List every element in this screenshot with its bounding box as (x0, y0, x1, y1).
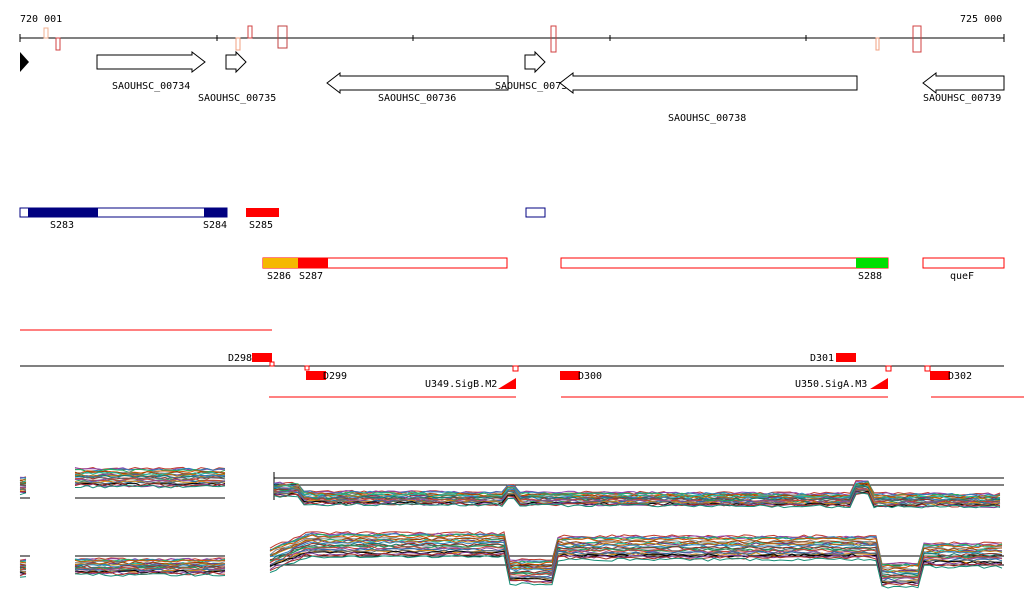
transcript-label: D302 (948, 371, 972, 382)
segment-label: S287 (299, 271, 323, 282)
expression-profile-line (19, 484, 27, 487)
expression-profile-line (19, 488, 27, 491)
gene-SAOUHSC_00739[interactable]: SAOUHSC_00739 (922, 71, 1005, 104)
transcript-label: U349.SigB.M2 (425, 379, 497, 390)
promoter-icon[interactable] (870, 378, 888, 389)
gene-SAOUHSC_00738[interactable]: SAOUHSC_00738 (559, 71, 858, 124)
expression-profile-line (19, 576, 27, 578)
gene-track: SAOUHSC_00734 SAOUHSC_00735 SAOUHSC_0073… (96, 50, 1005, 124)
expression-profile-line (75, 477, 226, 482)
segment-label: S285 (249, 220, 273, 231)
ruler-end-label: 725 000 (960, 14, 1002, 25)
segment-label: queF (950, 271, 974, 282)
expression-profile-line (19, 492, 27, 496)
gene-SAOUHSC_00736[interactable]: SAOUHSC_00736 (326, 71, 509, 104)
segment-track-1: S283 S284 S285 (19, 207, 546, 231)
expression-profile-line (19, 568, 27, 571)
expression-profile-line (19, 564, 27, 567)
segment-unlabeled[interactable] (525, 207, 546, 218)
segment-label: S283 (50, 220, 74, 231)
gene-label: SAOUHSC_00736 (378, 93, 456, 104)
expression-profile-line (74, 564, 226, 569)
transcript-D300[interactable] (560, 371, 580, 380)
strand-direction-icon (20, 52, 29, 72)
segment-label: S288 (858, 271, 882, 282)
expression-profile-line (273, 488, 1000, 504)
segment-S286[interactable] (263, 258, 298, 268)
segment-S285[interactable] (246, 208, 279, 217)
expression-profile-line (269, 554, 1003, 589)
segment-label: S284 (203, 220, 227, 231)
gene-SAOUHSC_00737[interactable]: SAOUHSC_00737 (495, 50, 573, 92)
expression-profile-line (19, 477, 27, 479)
ruler: 720 001 725 000 (19, 14, 1005, 72)
expression-profile-line (74, 571, 226, 576)
gene-label: SAOUHSC_00739 (923, 93, 1001, 104)
expression-profile-line (273, 492, 1001, 509)
expression-profile-line (273, 489, 1001, 507)
segment-S287[interactable] (298, 258, 328, 268)
expression-profile-line (269, 552, 1003, 587)
expression-profile-line (74, 471, 226, 476)
expression-track-2 (19, 531, 1004, 589)
transcript-label: D300 (578, 371, 602, 382)
transcript-D299[interactable] (306, 371, 326, 380)
transcript-label: U350.SigA.M3 (795, 379, 867, 390)
expression-profile-line (19, 572, 27, 577)
gene-label: SAOUHSC_00735 (198, 93, 276, 104)
segment-S283[interactable] (28, 208, 98, 217)
promoter-icon[interactable] (498, 378, 516, 389)
ruler-start-label: 720 001 (20, 14, 62, 25)
expression-profile-line (74, 482, 226, 487)
expression-profile-line (74, 572, 226, 577)
expression-profile-line (74, 476, 226, 481)
expression-profile-line (19, 561, 27, 564)
expression-profile-line (19, 479, 27, 483)
segment-S288[interactable] (856, 258, 888, 268)
expression-profile-line (74, 470, 226, 475)
expression-profile-line (74, 466, 226, 471)
expression-profile-line (19, 484, 27, 486)
expression-profile-line (19, 570, 27, 574)
gene-label: SAOUHSC_00738 (668, 113, 746, 124)
transcript-D301[interactable] (836, 353, 856, 362)
transcript-label: D301 (810, 353, 834, 364)
segment-track-2: S286 S287 S288 queF (262, 257, 1005, 282)
gene-SAOUHSC_00735[interactable]: SAOUHSC_00735 (198, 50, 276, 104)
segment-S284[interactable] (204, 208, 227, 217)
transcript-label: D298 (228, 353, 252, 364)
expression-profile-line (74, 559, 226, 563)
transcript-D302[interactable] (930, 371, 950, 380)
expression-profile-line (74, 484, 226, 489)
segment-queF[interactable] (922, 257, 1005, 269)
transcript-track: D298 D299 U349.SigB.M2 D300 D301 U350.Si… (20, 329, 1024, 398)
expression-track-1 (19, 466, 1004, 509)
gene-label: SAOUHSC_00737 (495, 81, 573, 92)
transcript-label: D299 (323, 371, 347, 382)
transcript-D298[interactable] (252, 353, 272, 362)
gene-SAOUHSC_00734[interactable]: SAOUHSC_00734 (96, 50, 206, 92)
gene-label: SAOUHSC_00734 (112, 81, 190, 92)
segment-label: S286 (267, 271, 291, 282)
